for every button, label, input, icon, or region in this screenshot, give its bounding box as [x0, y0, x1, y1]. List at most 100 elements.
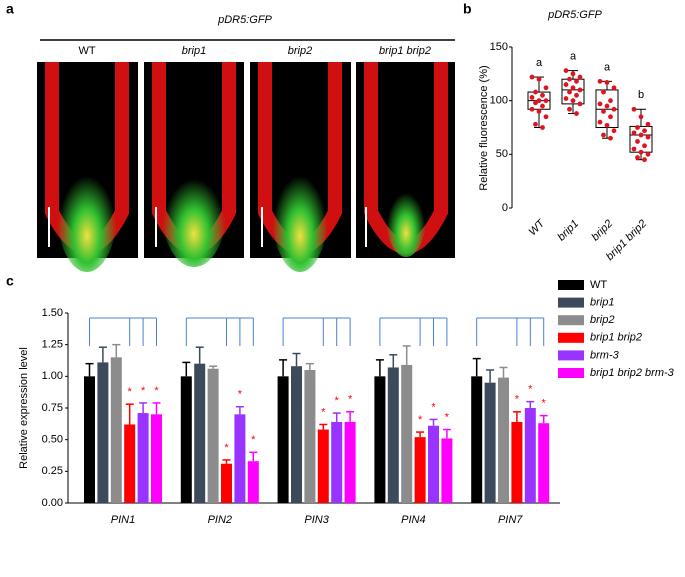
bar	[110, 357, 122, 503]
bar	[137, 413, 149, 503]
point	[577, 101, 583, 107]
micrograph	[250, 62, 351, 272]
image-label: brip1	[182, 45, 206, 57]
significance: *	[528, 384, 533, 396]
legend-label: WT	[590, 279, 607, 291]
bar	[180, 376, 192, 503]
x-tick-label: PIN1	[111, 514, 135, 526]
significance: *	[128, 386, 133, 398]
point	[536, 98, 542, 104]
point	[597, 78, 603, 84]
bar	[84, 376, 95, 503]
point	[543, 85, 549, 91]
point	[577, 74, 583, 80]
point	[563, 96, 569, 101]
group-label: a	[604, 61, 611, 73]
point	[642, 157, 647, 163]
point	[533, 121, 538, 127]
point	[638, 132, 644, 138]
legend-swatch	[558, 297, 584, 308]
point	[604, 80, 610, 85]
legend-label: brip1 brip2	[590, 332, 642, 344]
panel-label: c	[6, 273, 14, 289]
point	[529, 95, 535, 100]
legend-swatch	[558, 368, 584, 378]
micrograph	[356, 62, 455, 258]
point	[631, 146, 637, 152]
point	[608, 135, 613, 141]
point	[635, 125, 640, 130]
point	[543, 114, 549, 120]
point	[638, 149, 644, 155]
image-title: pDR5:GFP	[217, 14, 272, 26]
point	[533, 100, 538, 106]
bar	[441, 438, 453, 503]
bar	[194, 363, 206, 503]
bar	[414, 437, 426, 503]
bar	[97, 362, 109, 503]
y-tick-label: 1.00	[42, 370, 63, 382]
bar	[124, 424, 136, 503]
y-tick-label: 1.25	[42, 339, 63, 351]
point	[540, 92, 545, 98]
significance: *	[154, 385, 159, 397]
x-tick-label: PIN2	[208, 514, 232, 526]
point	[567, 106, 572, 112]
point	[563, 68, 569, 74]
image-label: WT	[78, 45, 95, 57]
point	[642, 128, 647, 134]
point	[635, 155, 640, 160]
bar	[498, 377, 509, 503]
y-tick-label: 150	[490, 41, 508, 53]
point	[577, 87, 583, 93]
legend-swatch	[558, 350, 584, 361]
bar	[428, 425, 439, 503]
point	[604, 122, 610, 128]
point	[645, 134, 651, 140]
y-tick-label: 0.25	[42, 465, 63, 477]
point	[601, 89, 606, 95]
significance: *	[321, 406, 326, 418]
group-label: b	[638, 89, 644, 101]
point	[529, 74, 535, 80]
point	[645, 121, 651, 127]
point	[574, 78, 579, 84]
point	[570, 98, 576, 104]
point	[540, 103, 545, 109]
point	[536, 76, 542, 82]
point	[635, 139, 640, 144]
point	[611, 85, 617, 91]
significance: *	[542, 398, 547, 410]
bar	[387, 367, 399, 503]
point	[638, 114, 644, 120]
point	[608, 98, 613, 104]
legend-label: brm-3	[590, 349, 620, 361]
panel-label: a	[6, 1, 14, 17]
bar	[221, 463, 232, 503]
y-tick-label: 0	[502, 202, 508, 214]
point	[601, 109, 606, 114]
bar	[304, 370, 316, 503]
x-tick-label: brip1	[555, 218, 581, 244]
significance: *	[445, 411, 450, 423]
group-label: a	[570, 51, 577, 63]
legend-swatch	[558, 280, 584, 290]
point	[574, 92, 579, 98]
y-tick-label: 1.50	[42, 307, 63, 319]
bar	[277, 376, 289, 503]
panel-label: b	[463, 1, 472, 17]
bar	[234, 414, 246, 503]
bar	[151, 414, 162, 503]
point	[645, 151, 651, 157]
significance: *	[335, 395, 340, 407]
significance: *	[418, 414, 423, 426]
bar	[484, 382, 496, 503]
bar	[374, 376, 386, 503]
point	[563, 82, 569, 87]
bar	[538, 423, 550, 503]
micrographs	[37, 62, 455, 272]
group-label: a	[536, 57, 543, 69]
image-label: brip2	[288, 45, 312, 57]
point	[543, 98, 549, 104]
bar	[344, 421, 356, 503]
